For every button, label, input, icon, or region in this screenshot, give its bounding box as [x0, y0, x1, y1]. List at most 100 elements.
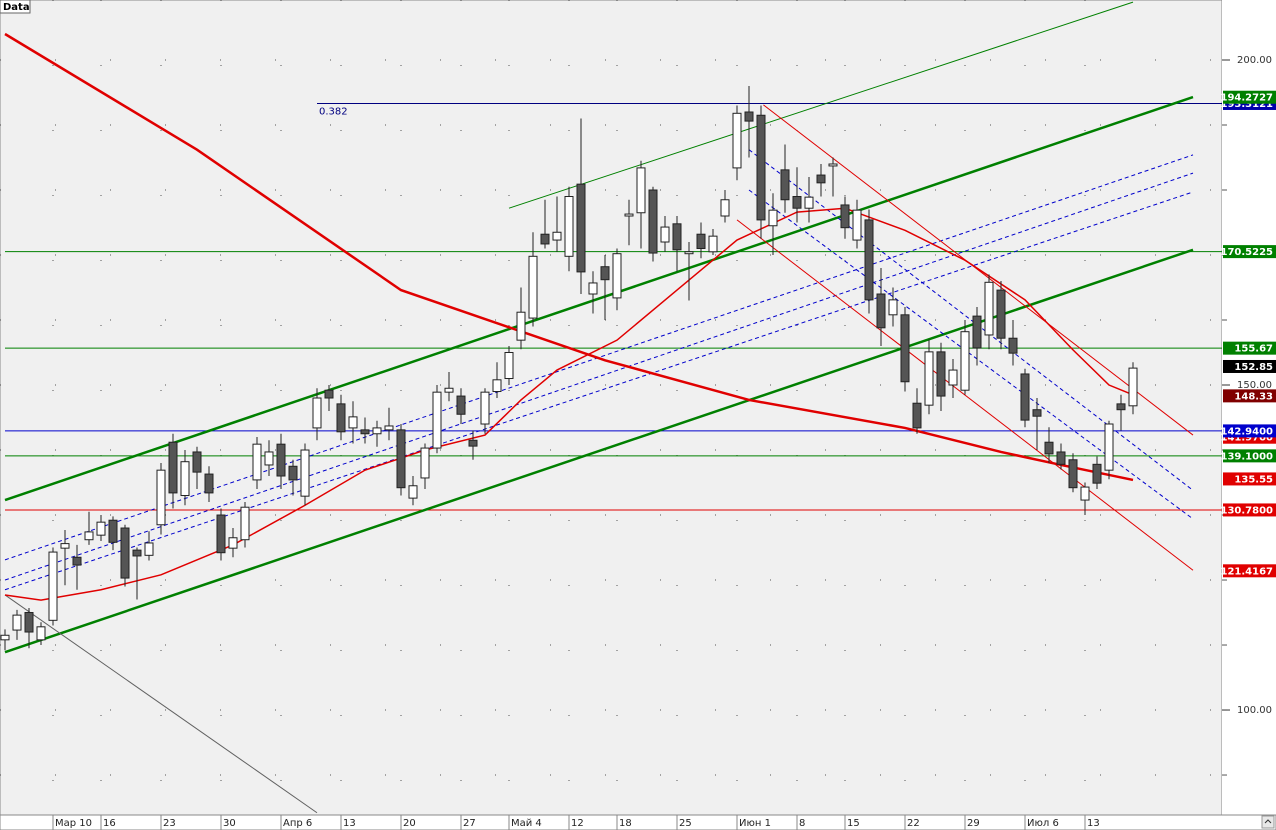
candle-body: [816, 174, 826, 184]
candle-body: [1056, 451, 1066, 465]
candle-body: [0, 634, 10, 641]
candle-body: [540, 233, 550, 245]
candle-body: [180, 461, 190, 497]
candle-body: [468, 439, 478, 447]
candle-body: [828, 163, 838, 167]
price-tag-label: 139.1000: [1220, 451, 1273, 462]
candle-body: [936, 351, 946, 397]
candle-body: [624, 213, 634, 217]
candle-body: [528, 255, 538, 319]
candle-body: [636, 167, 646, 214]
y-tick-label: 100.00: [1237, 705, 1272, 716]
trend-line: [748, 149, 1194, 491]
x-tick-label: 18: [619, 818, 632, 829]
price-tag: [1223, 245, 1276, 259]
price-tag-label: 141.9700: [1220, 433, 1273, 444]
candle-body: [900, 314, 910, 383]
candle-body: [960, 331, 970, 391]
scroll-button[interactable]: [1261, 815, 1275, 829]
chart-title: Data: [3, 2, 30, 13]
price-tag-label: 194.2727: [1220, 93, 1273, 104]
candle-body: [744, 111, 754, 122]
candle-body: [372, 427, 382, 435]
candle-body: [48, 551, 58, 621]
trend-line: [763, 104, 1194, 436]
y-tick-label: 150.00: [1237, 380, 1272, 391]
candle-body: [348, 416, 358, 429]
price-tag-label: 142.9400: [1220, 426, 1273, 437]
trend-line: [4, 248, 1194, 654]
price-tag-label: 121.4167: [1220, 566, 1273, 577]
price-tag-label: 135.55: [1234, 474, 1273, 485]
candle-body: [696, 233, 706, 250]
candle-body: [780, 169, 790, 201]
x-tick-label: 12: [571, 818, 584, 829]
price-tag: [1223, 503, 1276, 517]
candle-body: [768, 209, 778, 227]
trend-line: [748, 189, 1194, 520]
candle-body: [1044, 441, 1054, 455]
candle-body: [444, 387, 454, 393]
candle-body: [924, 351, 934, 406]
candle-body: [552, 231, 562, 241]
x-tick-label: 13: [1087, 818, 1100, 829]
candle-body: [588, 282, 598, 295]
candle-body: [1068, 459, 1078, 489]
candle-body: [156, 469, 166, 526]
candle-body: [336, 403, 346, 433]
candle-body: [360, 429, 370, 435]
candle-body: [12, 614, 22, 631]
candle-body: [456, 395, 466, 415]
candle-body: [516, 311, 526, 341]
candle-body: [564, 196, 574, 257]
candle-body: [972, 315, 982, 349]
candle-body: [660, 226, 670, 243]
candle-body: [996, 289, 1006, 339]
candle-body: [396, 429, 406, 489]
price-tag-label: 130.7800: [1220, 505, 1273, 516]
price-tag-label: 152.85: [1234, 362, 1273, 373]
trend-line: [4, 191, 1194, 591]
candle-body: [1080, 486, 1090, 501]
candle-body: [120, 527, 130, 579]
x-tick-label: Июн 1: [739, 818, 771, 829]
candle-body: [264, 451, 274, 466]
price-tag: [1223, 90, 1276, 104]
candle-body: [228, 537, 238, 549]
candle-body: [864, 219, 874, 301]
candle-body: [420, 447, 430, 479]
candle-body: [408, 485, 418, 499]
price-axis: [1222, 0, 1276, 815]
candle-body: [36, 626, 46, 641]
price-tag-label: 148.33: [1234, 391, 1273, 402]
candle-body: [1032, 409, 1042, 417]
candle-body: [1020, 373, 1030, 421]
candle-body: [96, 521, 106, 536]
x-tick-label: Май 4: [511, 818, 542, 829]
candle-body: [792, 196, 802, 209]
trend-line: [736, 219, 1194, 571]
price-tag-label: 170.5225: [1220, 247, 1273, 258]
candle-body: [684, 251, 694, 255]
candle-body: [192, 451, 202, 473]
candle-body: [384, 425, 394, 431]
candle-body: [276, 443, 286, 477]
candle-body: [84, 531, 94, 541]
x-tick-label: 16: [103, 818, 116, 829]
x-tick-label: 13: [343, 818, 356, 829]
x-tick-label: 25: [679, 818, 692, 829]
candle-body: [204, 473, 214, 494]
price-tag: [1223, 424, 1276, 438]
candle-body: [300, 449, 310, 497]
plot-area: [0, 0, 1223, 816]
candle-body: [612, 253, 622, 299]
scroll-icon: [1264, 819, 1272, 824]
x-tick-label: 22: [907, 818, 920, 829]
candle-body: [1008, 337, 1018, 354]
candle-body: [168, 441, 178, 494]
x-tick-label: 27: [463, 818, 476, 829]
candle-body: [756, 114, 766, 221]
candle-body: [240, 506, 250, 541]
title-box: [0, 0, 31, 14]
candle-body: [108, 519, 118, 543]
